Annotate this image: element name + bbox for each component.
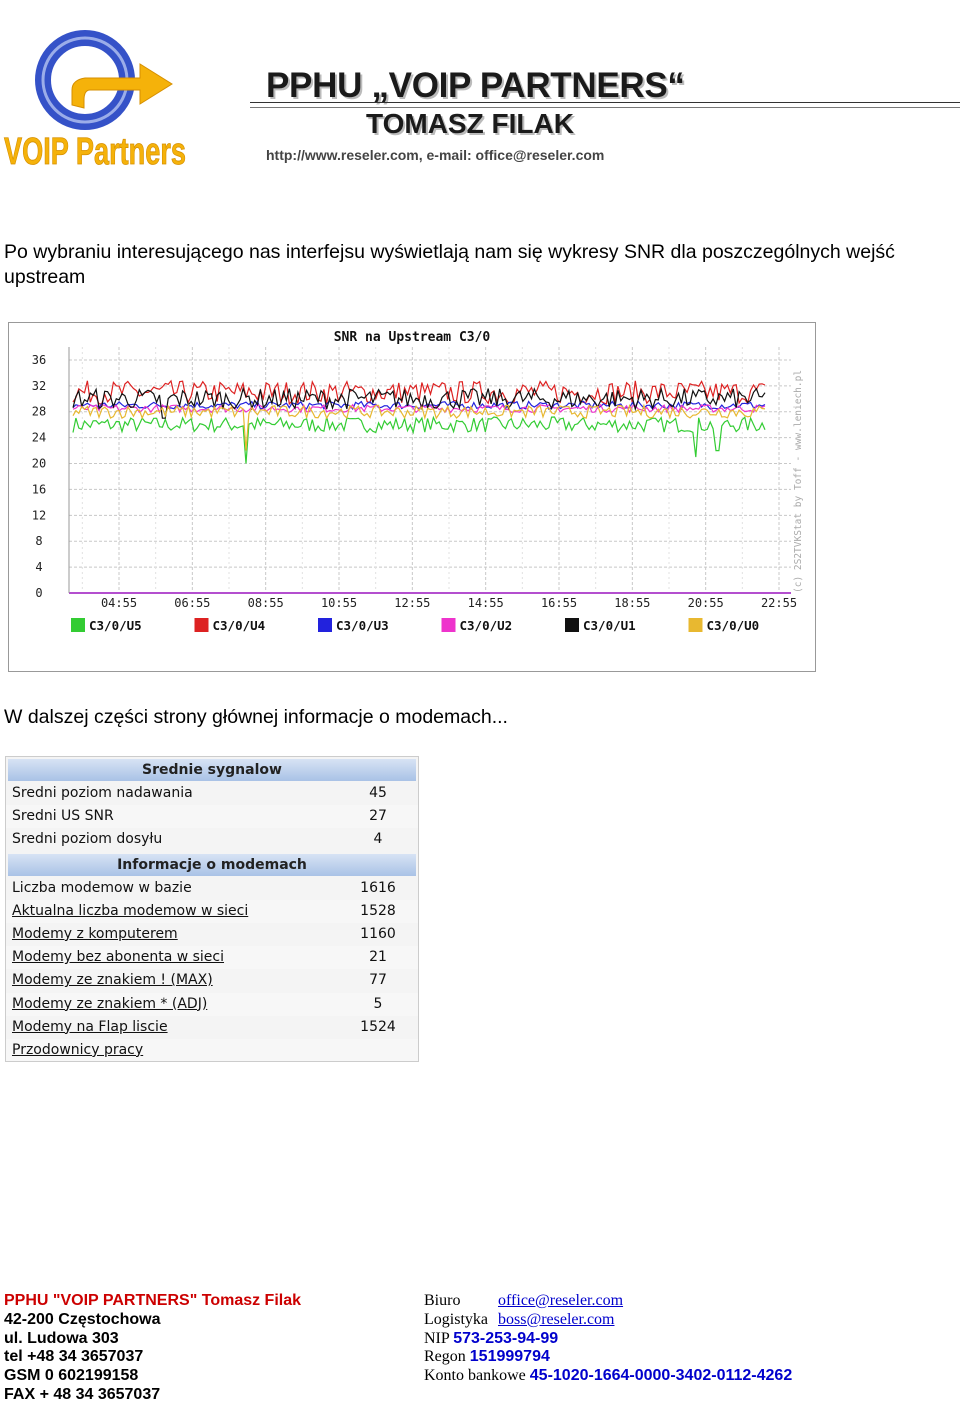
table-row: Liczba modemow w bazie 1616 xyxy=(6,877,418,900)
table-row: Sredni poziom dosyłu 4 xyxy=(6,828,418,851)
biuro-email-link[interactable]: office@reseler.com xyxy=(498,1292,624,1309)
table-row[interactable]: Modemy ze znakiem ! (MAX) 77 xyxy=(6,969,418,992)
table-row[interactable]: Modemy ze znakiem * (ADJ) 5 xyxy=(6,992,418,1016)
row-label: Sredni US SNR xyxy=(12,808,114,825)
x-tick-label: 18:55 xyxy=(614,596,650,610)
y-tick-label: 12 xyxy=(32,508,46,522)
konto-value: 45-1020-1664-0000-3402-0112-4262 xyxy=(529,1367,793,1385)
row-value: 5 xyxy=(373,995,383,1012)
y-tick-label: 36 xyxy=(32,353,46,367)
chart-title: SNR na Upstream C3/0 xyxy=(334,330,491,345)
y-tick-label: 16 xyxy=(32,482,46,496)
legend-label: C3/0/U2 xyxy=(460,618,513,633)
x-tick-label: 16:55 xyxy=(541,596,577,610)
x-tick-label: 04:55 xyxy=(101,596,137,610)
x-tick-label: 22:55 xyxy=(761,596,797,610)
row-value: 1528 xyxy=(360,902,396,919)
row-label[interactable]: Modemy bez abonenta w sieci xyxy=(12,949,225,966)
snr-chart: SNR na Upstream C3/0 0 4 8 12 16 20 24 28 32 36 0… xyxy=(8,322,816,672)
y-tick-label: 8 xyxy=(35,534,42,548)
footer-gsm: GSM 0 602199158 xyxy=(4,1367,139,1385)
row-value: 4 xyxy=(373,831,383,848)
table-row[interactable]: Aktualna liczba modemow w sieci 1528 xyxy=(6,899,418,923)
y-tick-label: 32 xyxy=(32,379,46,393)
legend-swatch xyxy=(318,618,332,632)
table-section-header: Informacje o modemach xyxy=(8,853,416,876)
x-tick-label: 10:55 xyxy=(321,596,357,610)
signals-table: Srednie sygnalow Sredni poziom nadawania 4… xyxy=(5,756,419,1062)
row-label[interactable]: Przodownicy pracy xyxy=(12,1041,144,1058)
footer-address: PPHU "VOIP PARTNERS" Tomasz Filak 42-200… xyxy=(4,1292,301,1405)
table-section-header: Srednie sygnalow xyxy=(8,759,416,781)
row-value: 77 xyxy=(369,972,387,989)
chart-watermark: (c) 2S2TVKStat by Toff - www.leniech.pl xyxy=(793,370,804,593)
header-rule xyxy=(250,102,960,103)
y-tick-label: 20 xyxy=(32,457,46,471)
modem-info-paragraph: W dalszej części strony głównej informac… xyxy=(4,706,508,728)
legend-label: C3/0/U3 xyxy=(336,618,389,633)
footer-street: ul. Ludowa 303 xyxy=(4,1329,119,1347)
footer-fax: FAX + 48 34 3657037 xyxy=(4,1385,161,1403)
row-value: 27 xyxy=(369,808,387,825)
x-tick-label: 08:55 xyxy=(248,596,284,610)
legend-swatch xyxy=(565,618,579,632)
x-tick-label: 06:55 xyxy=(174,596,210,610)
nip-value: 573-253-94-99 xyxy=(453,1329,559,1347)
row-value: 1524 xyxy=(360,1018,396,1035)
footer-brand: PPHU "VOIP PARTNERS" Tomasz Filak xyxy=(4,1292,302,1309)
row-value: 45 xyxy=(369,785,387,801)
x-tick-label: 14:55 xyxy=(468,596,504,610)
legend-label: C3/0/U5 xyxy=(89,618,142,633)
row-value: 1616 xyxy=(360,879,396,896)
legend-swatch xyxy=(441,618,456,632)
row-label[interactable]: Aktualna liczba modemow w sieci xyxy=(12,902,249,919)
y-tick-label: 24 xyxy=(32,431,46,445)
header-rule-thin xyxy=(250,107,960,108)
row-label: Sredni poziom dosyłu xyxy=(12,831,163,848)
legend-label: C3/0/U1 xyxy=(583,618,636,633)
row-value: 21 xyxy=(369,949,387,966)
owner-name: TOMASZ FILAK xyxy=(366,108,574,139)
x-tick-label: 12:55 xyxy=(394,596,430,610)
row-label[interactable]: Modemy ze znakiem ! (MAX) xyxy=(12,972,213,989)
logistyka-email-link[interactable]: boss@reseler.com xyxy=(498,1310,615,1328)
svg-text:VOIP Partners: VOIP Partners xyxy=(4,131,186,170)
table-row[interactable]: Modemy bez abonenta w sieci 21 xyxy=(6,946,418,970)
footer-company-info: Biuro office@reseler.com Logistyka boss@re… xyxy=(424,1292,792,1386)
row-value: 1160 xyxy=(360,925,396,942)
table-row: Sredni US SNR 27 xyxy=(6,805,418,829)
table-row: Sredni poziom nadawania 45 xyxy=(6,782,418,805)
legend-swatch xyxy=(688,618,703,632)
series-line-c3-0-u5 xyxy=(72,415,766,464)
contact-line: http://www.reseler.com, e-mail: office@r… xyxy=(266,147,605,163)
row-label[interactable]: Modemy z komputerem xyxy=(12,925,178,942)
y-tick-label: 28 xyxy=(32,405,46,419)
biuro-label: Biuro xyxy=(424,1292,461,1309)
footer-city: 42-200 Częstochowa xyxy=(4,1310,161,1328)
regon-value: 151999794 xyxy=(469,1348,550,1366)
x-tick-label: 20:55 xyxy=(688,596,724,610)
nip-label: NIP xyxy=(424,1329,450,1347)
intro-paragraph: Po wybraniu interesującego nas interfejs… xyxy=(4,241,895,288)
row-label[interactable]: Modemy na Flap liscie xyxy=(12,1018,168,1035)
legend-label: C3/0/U0 xyxy=(707,618,760,633)
y-tick-label: 0 xyxy=(35,586,42,600)
table-row[interactable]: Modemy na Flap liscie 1524 xyxy=(6,1016,418,1039)
row-label: Sredni poziom nadawania xyxy=(12,785,193,801)
table-row[interactable]: Modemy z komputerem 1160 xyxy=(6,923,418,946)
company-name: PPHU „VOIP PARTNERS“ xyxy=(266,66,685,105)
logistyka-label: Logistyka xyxy=(424,1310,488,1328)
legend-swatch xyxy=(71,618,85,632)
konto-label: Konto bankowe xyxy=(424,1367,526,1385)
row-label[interactable]: Modemy ze znakiem * (ADJ) xyxy=(12,995,208,1012)
table-row[interactable]: Przodownicy pracy xyxy=(6,1038,418,1061)
y-tick-label: 4 xyxy=(35,560,42,574)
voip-partners-logo: VOIP Partners xyxy=(0,20,200,173)
legend-label: C3/0/U4 xyxy=(213,618,266,633)
footer-tel: tel +48 34 3657037 xyxy=(4,1348,144,1366)
regon-label: Regon xyxy=(424,1348,466,1366)
row-label: Liczba modemow w bazie xyxy=(12,879,192,896)
series-line-c3-0-u0 xyxy=(72,403,766,451)
legend-swatch xyxy=(194,618,209,632)
